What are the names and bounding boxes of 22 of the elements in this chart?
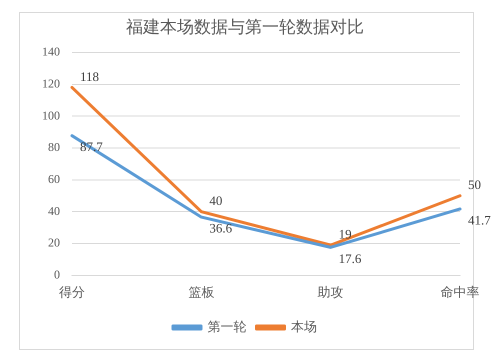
y-tick-label: 80: [48, 140, 60, 154]
y-tick-label: 100: [42, 108, 60, 122]
chart-title: 福建本场数据与第一轮数据对比: [126, 18, 364, 38]
legend-label: 第一轮: [208, 320, 246, 335]
y-tick-label: 20: [48, 236, 60, 250]
y-tick-label: 120: [42, 76, 60, 90]
y-tick-label: 0: [54, 268, 60, 282]
y-tick-label: 140: [42, 44, 60, 59]
x-tick-label: 篮板: [188, 286, 214, 301]
data-label: 118: [80, 68, 100, 84]
legend-label: 本场: [291, 320, 317, 335]
data-label: 41.7: [468, 212, 492, 228]
x-tick-label: 得分: [59, 286, 85, 301]
data-label: 50: [468, 177, 481, 192]
x-tick-label: 助攻: [318, 286, 344, 301]
data-label: 40: [209, 193, 222, 208]
data-label: 36.6: [209, 220, 233, 236]
x-tick-label: 命中率: [440, 284, 480, 301]
data-label: 19: [338, 226, 352, 242]
y-tick-label: 40: [48, 204, 60, 218]
data-label: 17.6: [338, 250, 362, 266]
y-tick-label: 60: [48, 172, 60, 186]
